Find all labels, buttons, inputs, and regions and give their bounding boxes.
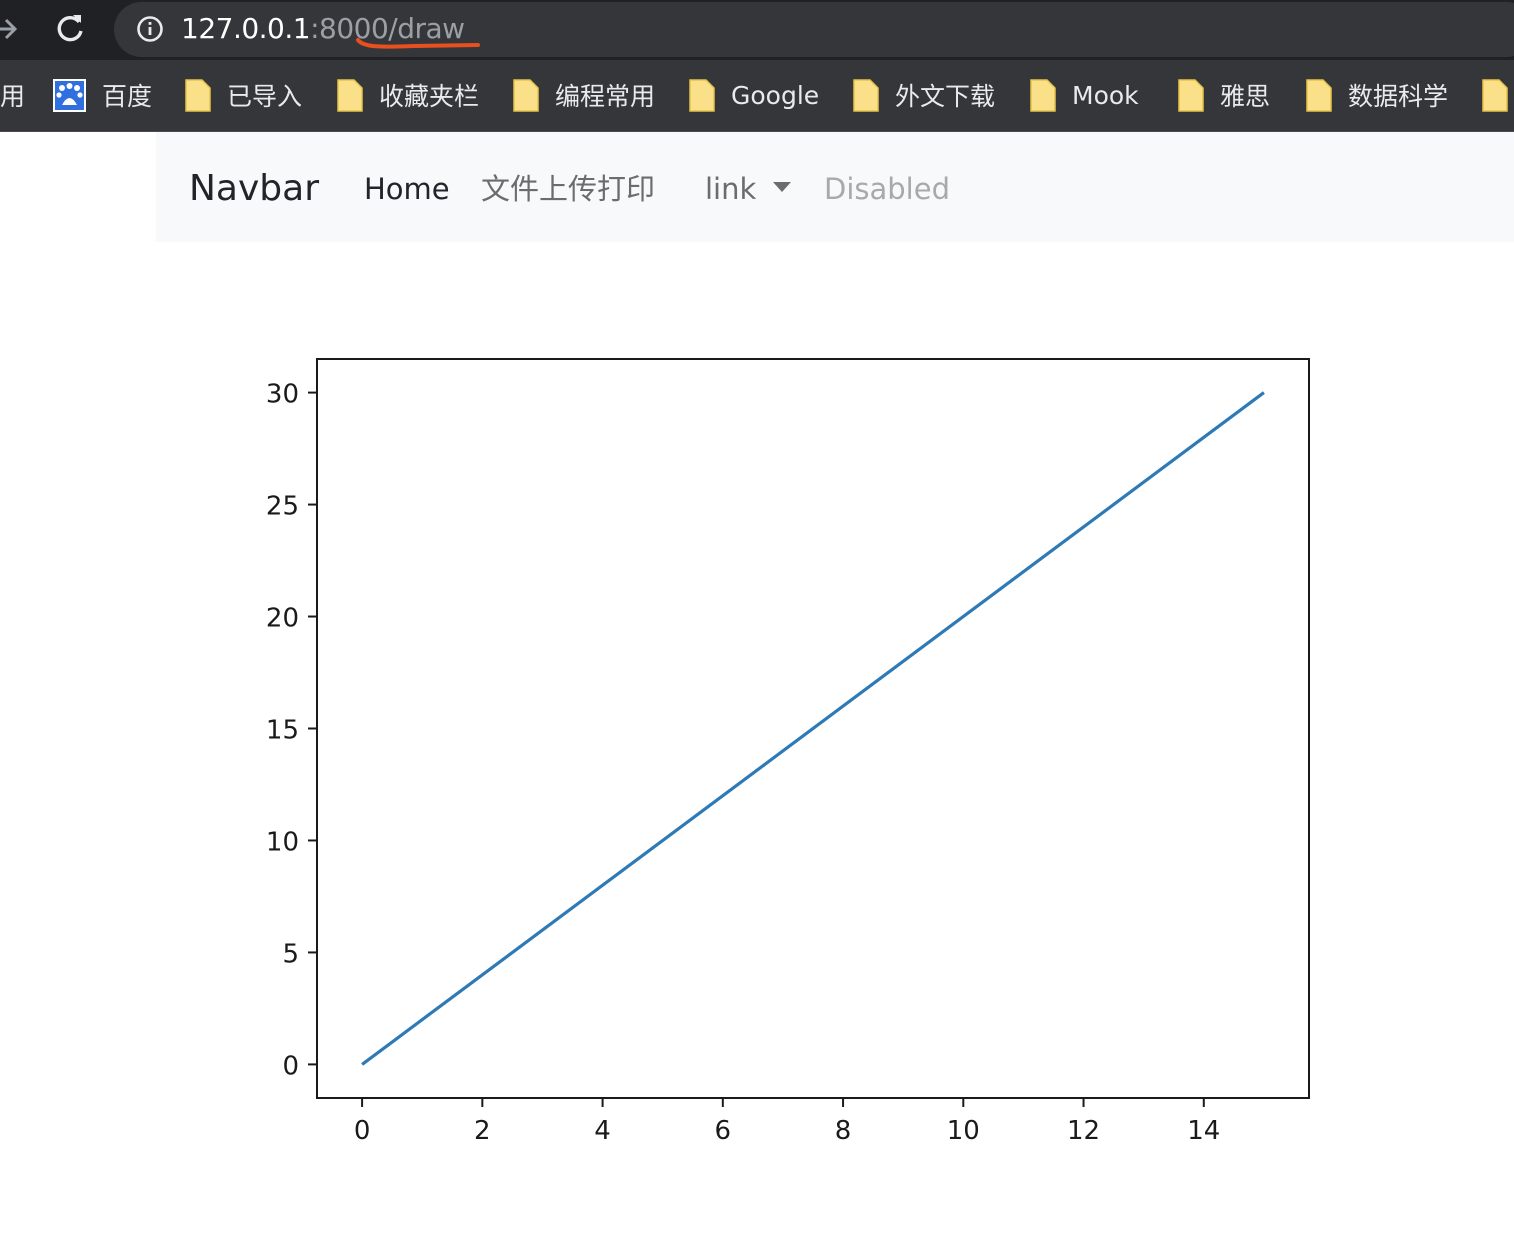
navbar-brand[interactable]: Navbar — [189, 168, 320, 209]
folder-icon — [1482, 78, 1508, 112]
y-tick-label: 5 — [282, 939, 299, 969]
x-tick-label: 12 — [1067, 1116, 1100, 1146]
x-tick-label: 2 — [474, 1116, 491, 1146]
x-tick-label: 0 — [354, 1116, 371, 1146]
bookmark-item[interactable]: 数据科学 — [1306, 73, 1448, 117]
url-path: :8000/draw — [310, 12, 465, 45]
y-tick-label: 10 — [266, 827, 299, 857]
dropdown-caret-icon[interactable] — [772, 181, 792, 193]
browser-toolbar: 127.0.0.1:8000/draw — [0, 0, 1514, 60]
baidu-logo-icon — [53, 78, 86, 112]
bookmark-label: Mook — [1072, 80, 1139, 110]
folder-icon — [1178, 78, 1204, 112]
y-tick-label: 20 — [266, 604, 299, 634]
line-chart: 0 2 4 6 8 10 12 14 0 5 10 15 20 25 30 — [266, 358, 1310, 1146]
bookmark-item-baidu[interactable]: 百度 — [53, 73, 152, 117]
x-tick-label: 4 — [594, 1116, 611, 1146]
y-tick-label: 25 — [266, 492, 299, 522]
info-icon[interactable] — [136, 15, 164, 43]
bookmark-label: 编程常用 — [555, 82, 656, 111]
bookmark-item[interactable]: 雅思 — [1178, 73, 1270, 117]
folder-icon — [1306, 78, 1332, 112]
nav-upload-print-link[interactable]: 文件上传打印 — [481, 172, 656, 206]
address-bar[interactable] — [114, 2, 1514, 57]
folder-icon — [853, 78, 879, 112]
x-tick-label: 8 — [835, 1116, 852, 1146]
nav-disabled-link: Disabled — [824, 172, 950, 206]
folder-icon — [513, 78, 539, 112]
bookmark-label: Google — [731, 80, 820, 110]
bookmarks-bar: 用 百度 已导入 收藏夹栏 编程常用 Google 外文下载 Mook — [0, 60, 1514, 132]
bookmark-item[interactable]: 外文下载 — [853, 73, 995, 117]
bookmark-item[interactable]: 收藏夹栏 — [337, 73, 479, 117]
url-host: 127.0.0.1 — [181, 12, 311, 45]
forward-arrow-icon[interactable] — [0, 12, 24, 46]
reload-icon[interactable] — [52, 10, 88, 48]
bookmark-item[interactable]: Mook — [1030, 73, 1139, 117]
nav-home-link[interactable]: Home — [364, 172, 450, 206]
bookmark-label: 已导入 — [227, 82, 303, 111]
x-tick-label: 14 — [1187, 1116, 1220, 1146]
series-line — [361, 391, 1265, 1066]
bookmark-label: 数据科学 — [1348, 82, 1449, 111]
x-tick-label: 6 — [715, 1116, 732, 1146]
y-tick-label: 30 — [266, 380, 299, 410]
nav-link-dropdown[interactable]: link — [705, 172, 757, 206]
bookmark-item[interactable]: Google — [689, 73, 819, 117]
folder-icon — [185, 78, 211, 112]
x-tick-label: 10 — [947, 1116, 980, 1146]
y-tick-label: 15 — [266, 716, 299, 746]
y-tick-label: 0 — [282, 1051, 299, 1081]
folder-icon — [1030, 78, 1056, 112]
bookmark-label: 百度 — [102, 82, 153, 111]
bookmark-label: 外文下载 — [895, 82, 996, 111]
page-navbar — [156, 132, 1514, 242]
bookmark-item[interactable]: 编程常用 — [513, 73, 655, 117]
bookmark-item[interactable]: 用 — [0, 73, 25, 117]
bookmark-item[interactable]: 已导入 — [185, 73, 302, 117]
bookmark-label: 雅思 — [1220, 82, 1271, 111]
red-underline-annotation — [356, 38, 480, 49]
folder-icon — [689, 78, 715, 112]
bookmark-item-overflow[interactable] — [1482, 73, 1508, 117]
bookmark-label: 用 — [0, 82, 26, 111]
folder-icon — [337, 78, 363, 112]
bookmark-label: 收藏夹栏 — [379, 82, 480, 111]
url-text[interactable]: 127.0.0.1:8000/draw — [181, 11, 465, 47]
